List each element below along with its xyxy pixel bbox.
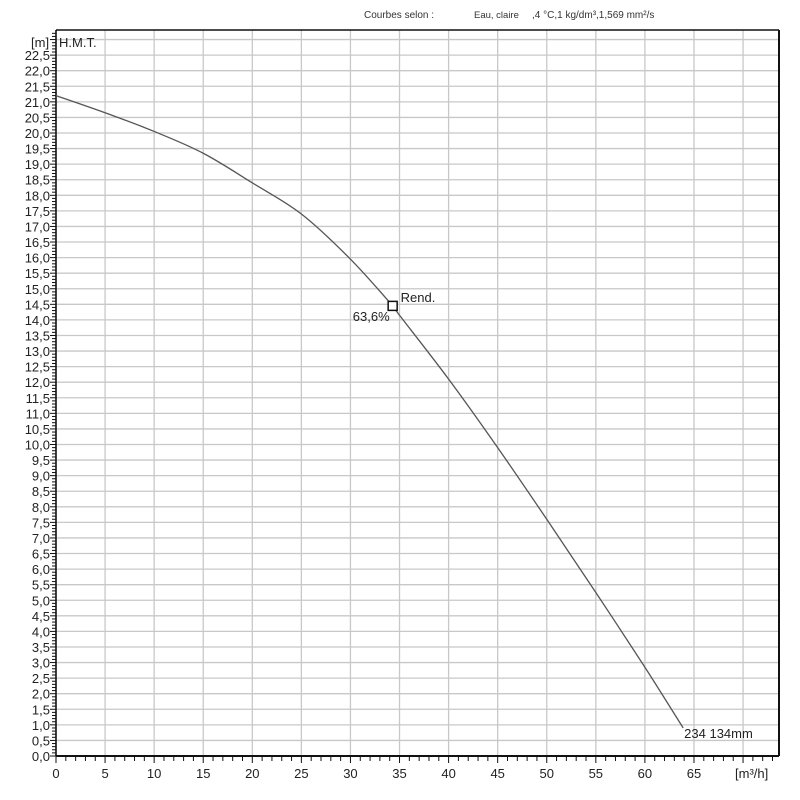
y-tick-label: 17,0 (25, 219, 50, 234)
y-tick-label: 7,5 (32, 515, 50, 530)
y-tick-label: 18,5 (25, 173, 50, 188)
y-tick-label: 5,0 (32, 593, 50, 608)
x-tick-label: 30 (343, 766, 357, 781)
y-tick-label: 11,5 (26, 391, 50, 406)
y-tick-label: 21,0 (25, 95, 50, 110)
chart-header: Courbes selon : Eau, claire ,4 °C,1 kg/d… (0, 10, 800, 26)
curves-label: Courbes selon : (364, 10, 435, 21)
x-tick-label: 50 (540, 766, 554, 781)
y-tick-label: 1,5 (32, 702, 50, 717)
y-tick-label: 16,5 (25, 235, 50, 250)
y-tick-label: 20,0 (25, 126, 50, 141)
y-tick-label: 13,5 (25, 328, 50, 343)
y-tick-label: 1,0 (32, 718, 50, 733)
y-tick-label: 9,0 (32, 469, 50, 484)
y-tick-label: 22,0 (25, 64, 50, 79)
operating-point-label: Rend. (401, 290, 436, 305)
y-tick-label: 0,5 (32, 733, 50, 748)
y-tick-label: 3,0 (32, 656, 50, 671)
y-axis-unit: [m] (31, 35, 49, 50)
y-tick-label: 8,5 (32, 484, 50, 499)
y-tick-label: 6,5 (32, 547, 50, 562)
y-tick-label: 10,0 (25, 438, 50, 453)
x-tick-label: 65 (687, 766, 701, 781)
impeller-diameter-label: 234 134mm (684, 726, 753, 741)
x-tick-label: 40 (441, 766, 455, 781)
x-axis-unit: [m³/h] (735, 766, 768, 781)
x-tick-label: 35 (392, 766, 406, 781)
y-tick-label: 11,0 (26, 406, 50, 421)
y-tick-label: 19,5 (25, 142, 50, 157)
x-axis: 0 5 10 15 20 25 30 35 40 45 50 55 60 65 (52, 756, 773, 781)
x-tick-label: 15 (196, 766, 210, 781)
y-tick-label: 3,5 (32, 640, 50, 655)
y-tick-label: 18,0 (25, 188, 50, 203)
y-tick-label: 12,0 (25, 375, 50, 390)
x-tick-label: 0 (52, 766, 59, 781)
operating-point-marker[interactable] (387, 300, 398, 312)
fluid-properties: ,4 °C,1 kg/dm³,1,569 mm²/s (532, 10, 655, 21)
x-tick-label: 60 (638, 766, 652, 781)
efficiency-value: 63,6% (353, 309, 390, 324)
y-tick-label: 19,0 (25, 157, 50, 172)
y-tick-label: 4,5 (32, 609, 50, 624)
y-tick-label: 5,5 (32, 578, 50, 593)
y-tick-label: 20,5 (25, 110, 50, 125)
y-tick-label: 17,5 (25, 204, 50, 219)
y-tick-label: 7,0 (32, 531, 50, 546)
x-tick-label: 25 (294, 766, 308, 781)
y-tick-label: 10,5 (25, 422, 50, 437)
x-tick-label: 20 (245, 766, 259, 781)
y-tick-label: 21,5 (25, 79, 50, 94)
head-curve-line (55, 95, 684, 729)
y-tick-label: 15,0 (25, 282, 50, 297)
y-tick-label: 0,0 (32, 749, 50, 764)
y-tick-label: 2,0 (32, 687, 50, 702)
y-tick-label: 13,0 (25, 344, 50, 359)
grid-lines (56, 30, 779, 756)
y-tick-label: 12,5 (25, 360, 50, 375)
y-tick-label: 16,0 (25, 251, 50, 266)
fluid-name: Eau, claire (474, 10, 519, 21)
y-tick-label: 14,5 (25, 297, 50, 312)
annotations: Rend. 63,6% 234 134mm (353, 290, 753, 741)
y-series-label: H.M.T. (59, 35, 97, 50)
x-tick-label: 45 (490, 766, 504, 781)
y-tick-label: 6,0 (32, 562, 50, 577)
x-tick-label: 10 (147, 766, 161, 781)
y-tick-label: 2,5 (32, 671, 50, 686)
y-tick-label: 22,5 (25, 48, 50, 63)
y-tick-label: 4,0 (32, 624, 50, 639)
x-tick-label: 55 (589, 766, 603, 781)
y-tick-label: 15,5 (25, 266, 50, 281)
x-tick-label: 5 (101, 766, 108, 781)
y-axis: 0,00,51,01,52,02,53,03,54,04,55,05,56,06… (25, 32, 56, 764)
head-curve (55, 95, 684, 729)
y-tick-label: 9,5 (32, 453, 50, 468)
y-tick-label: 14,0 (25, 313, 50, 328)
y-tick-label: 8,0 (32, 500, 50, 515)
